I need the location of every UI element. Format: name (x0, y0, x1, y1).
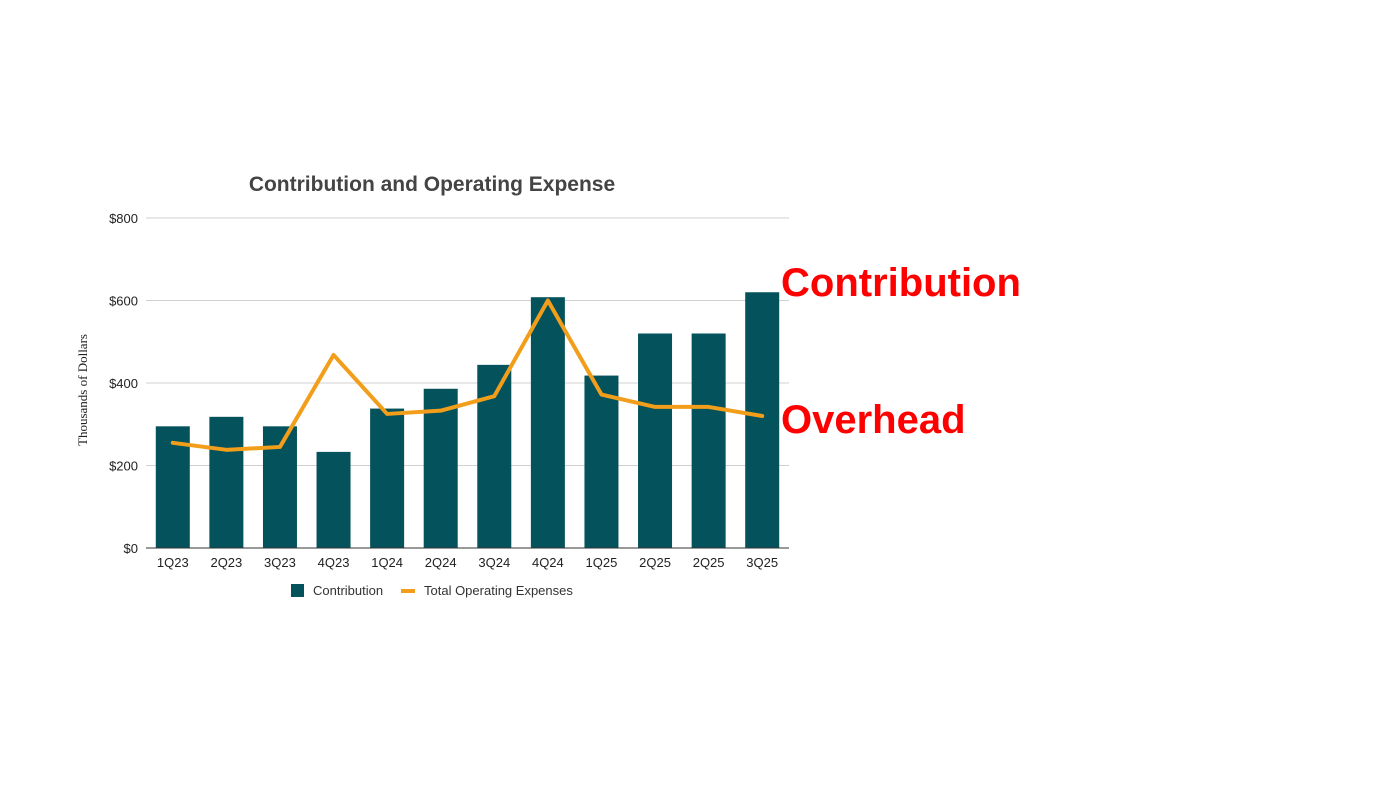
gridlines (146, 217, 789, 466)
contribution-bar (316, 451, 351, 548)
y-tick-label: $800 (109, 211, 138, 226)
contribution-bar (423, 388, 458, 548)
x-tick-labels: 1Q23 2Q23 3Q23 4Q23 1Q24 2Q24 3Q24 4Q24 1Q25 2Q25… (157, 555, 778, 570)
y-tick-label: $0 (124, 541, 138, 556)
x-tick-label: 1Q24 (371, 555, 403, 570)
x-tick-label: 2Q24 (425, 555, 457, 570)
x-tick-label: 4Q24 (532, 555, 564, 570)
annotation-overhead: Overhead (781, 398, 966, 442)
x-tick-label: 3Q24 (478, 555, 510, 570)
y-tick-label: $400 (109, 376, 138, 391)
x-tick-label: 2Q25 (693, 555, 725, 570)
contribution-bar (745, 292, 780, 548)
x-tick-label: 3Q25 (746, 555, 778, 570)
legend-label-total-operating-expenses: Total Operating Expenses (424, 583, 573, 598)
contribution-bar (584, 375, 619, 548)
contribution-bar (691, 333, 726, 548)
legend-swatch-contribution (291, 584, 304, 597)
contribution-bar (155, 426, 190, 548)
x-tick-label: 2Q25 (639, 555, 671, 570)
x-tick-label: 1Q23 (157, 555, 189, 570)
chart-title: Contribution and Operating Expense (249, 173, 615, 196)
legend-label-contribution: Contribution (313, 583, 383, 598)
x-tick-label: 2Q23 (210, 555, 242, 570)
x-tick-label: 4Q23 (318, 555, 350, 570)
y-tick-labels: $0 $200 $400 $600 $800 (109, 211, 138, 556)
contribution-bar (370, 408, 405, 548)
annotation-contribution: Contribution (781, 261, 1021, 305)
contribution-bar (209, 416, 244, 548)
operating-expense-line (170, 298, 765, 452)
x-tick-label: 3Q23 (264, 555, 296, 570)
operating-expense-line-path (170, 298, 765, 452)
y-tick-label: $200 (109, 459, 138, 474)
legend-swatch-total-operating-expenses (401, 589, 415, 593)
legend: Contribution Total Operating Expenses (291, 583, 573, 598)
y-axis-label: Thousands of Dollars (75, 334, 90, 446)
x-tick-label: 1Q25 (586, 555, 618, 570)
contribution-bars (155, 292, 780, 548)
contribution-bar (638, 333, 673, 548)
y-tick-label: $600 (109, 294, 138, 309)
contribution-bar (530, 297, 565, 548)
